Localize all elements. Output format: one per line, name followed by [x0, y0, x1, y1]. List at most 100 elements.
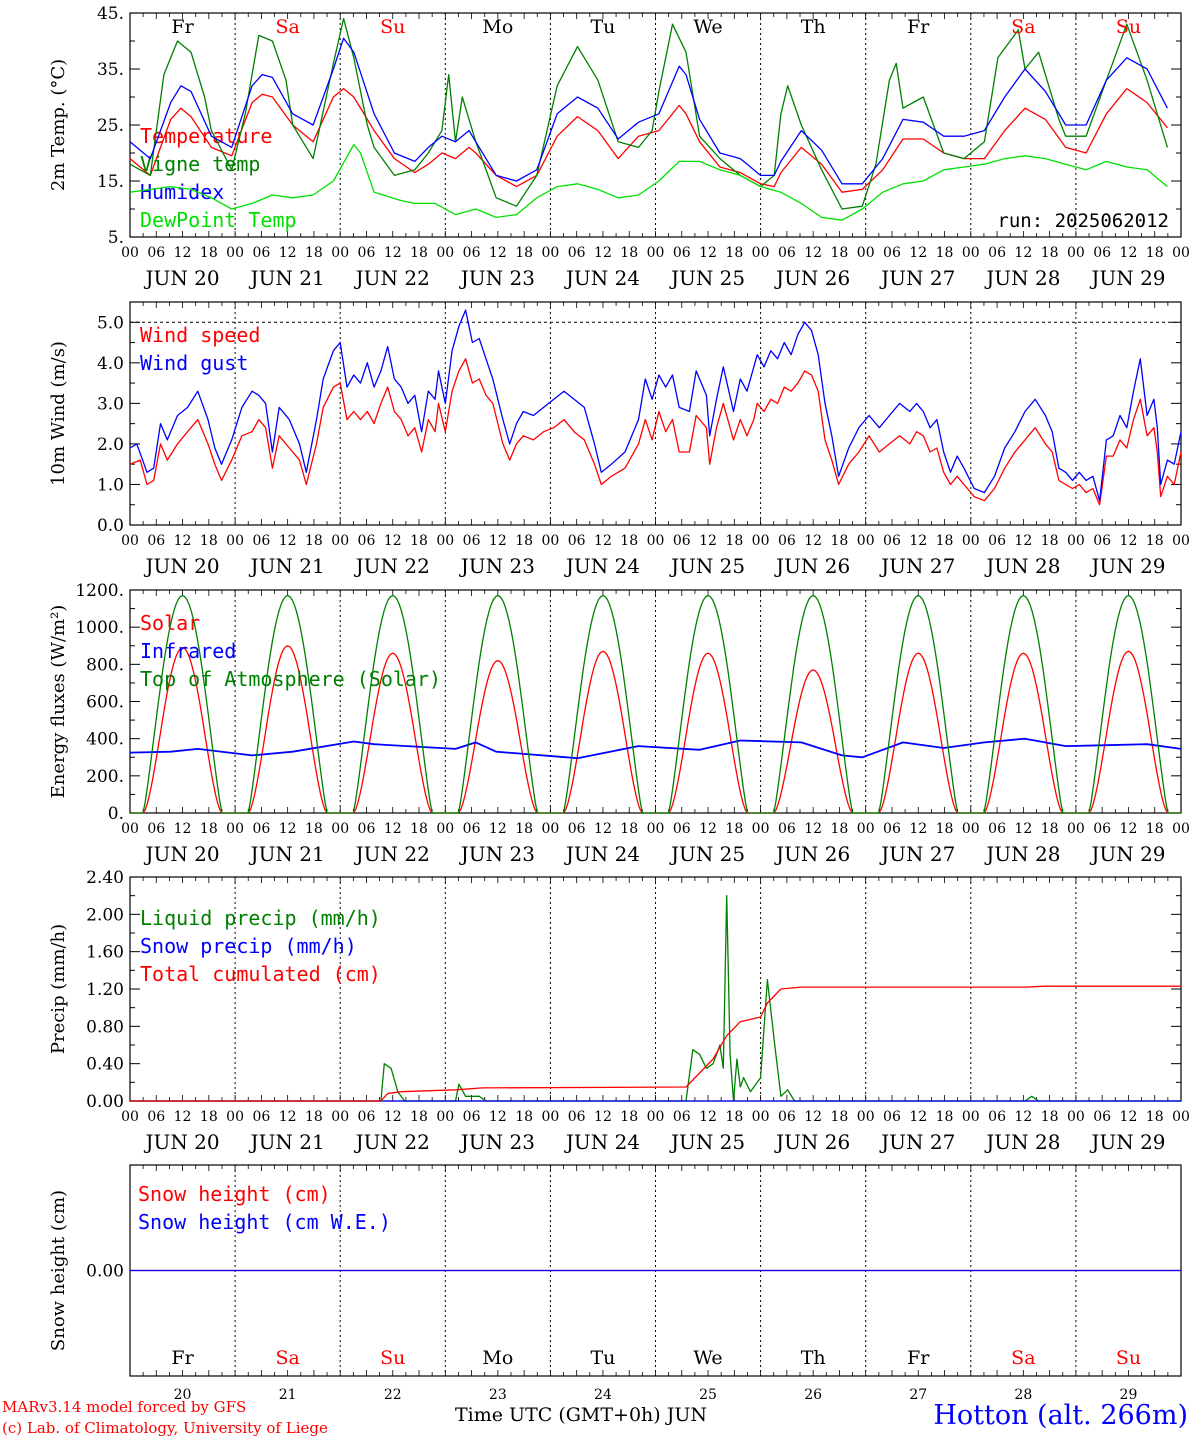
model-credit: MARv3.14 model forced by GFS [2, 1398, 247, 1416]
hour-tick-label: 18 [620, 245, 638, 261]
hour-tick-label: 12 [174, 821, 192, 837]
hour-tick-label: 06 [568, 1109, 586, 1125]
date-label: JUN 22 [354, 554, 430, 578]
hour-tick-label: 18 [831, 533, 849, 549]
hour-tick-label: 06 [778, 245, 796, 261]
hour-tick-label: 00 [1067, 245, 1085, 261]
hour-tick-label: 06 [778, 1109, 796, 1125]
hour-tick-label: 12 [909, 533, 927, 549]
hour-tick-label: 12 [1120, 1109, 1138, 1125]
hour-tick-label: 18 [725, 245, 743, 261]
date-label: JUN 23 [459, 554, 535, 578]
y-tick-label: 3.0 [97, 394, 124, 414]
hour-tick-label: 18 [725, 821, 743, 837]
hour-tick-label: 12 [1120, 821, 1138, 837]
hour-tick-label: 06 [673, 1109, 691, 1125]
date-label: JUN 23 [459, 1130, 535, 1154]
hour-tick-label: 00 [857, 1109, 875, 1125]
hour-tick-label: 18 [200, 245, 218, 261]
hour-tick-label: 12 [699, 1109, 717, 1125]
hour-tick-label: 00 [962, 821, 980, 837]
hour-tick-label: 12 [1014, 821, 1032, 837]
hour-tick-label: 12 [804, 1109, 822, 1125]
day-name: Sa [275, 16, 299, 38]
hour-tick-label: 12 [804, 821, 822, 837]
hour-tick-label: 00 [962, 1109, 980, 1125]
hour-tick-label: 00 [436, 1109, 454, 1125]
day-name: Sa [1011, 16, 1035, 38]
series-line [129, 358, 1182, 506]
hour-tick-label: 00 [436, 821, 454, 837]
hour-tick-label: 18 [1146, 821, 1164, 837]
y-axis-label: Precip (mm/h) [48, 924, 69, 1054]
y-tick-label: 25. [97, 116, 124, 136]
series-line [130, 594, 1181, 814]
hour-tick-label: 00 [121, 821, 139, 837]
hour-tick-label: 06 [673, 245, 691, 261]
hour-tick-label: 06 [673, 821, 691, 837]
hour-tick-label: 00 [226, 821, 244, 837]
date-label: JUN 27 [879, 842, 955, 866]
series-line [129, 737, 1182, 760]
hour-tick-label: 06 [883, 533, 901, 549]
y-tick-label: 1.60 [86, 943, 124, 963]
hour-tick-label: 18 [305, 245, 323, 261]
day-name: Fr [907, 16, 930, 38]
day-name: Tu [590, 16, 615, 38]
hour-tick-label: 00 [226, 533, 244, 549]
legend-entry: Top of Atmosphere (Solar) [140, 667, 441, 691]
series-line [129, 17, 1169, 210]
date-label: JUN 29 [1089, 1130, 1165, 1154]
hour-tick-label: 18 [936, 245, 954, 261]
series-line [129, 143, 1168, 221]
legend-entry: DewPoint Temp [140, 208, 297, 232]
hour-tick-label: 00 [647, 821, 665, 837]
y-tick-label: 2.40 [86, 868, 124, 888]
hour-tick-label: 12 [489, 1109, 507, 1125]
hour-tick-label: 12 [279, 533, 297, 549]
hour-tick-label: 06 [358, 821, 376, 837]
day-date: 25 [699, 1387, 717, 1403]
hour-tick-label: 18 [200, 821, 218, 837]
hour-tick-label: 00 [1067, 821, 1085, 837]
date-label: JUN 21 [249, 554, 325, 578]
hour-tick-label: 12 [279, 821, 297, 837]
hour-tick-label: 12 [1120, 533, 1138, 549]
date-label: JUN 24 [564, 842, 640, 866]
hour-tick-label: 18 [620, 1109, 638, 1125]
hour-tick-label: 12 [804, 245, 822, 261]
hour-tick-label: 00 [436, 533, 454, 549]
hour-tick-label: 06 [147, 1109, 165, 1125]
x-axis-title: Time UTC (GMT+0h) JUN [455, 1404, 707, 1426]
hour-tick-label: 06 [883, 245, 901, 261]
hour-tick-label: 12 [1120, 245, 1138, 261]
y-tick-label: 35. [97, 60, 124, 80]
date-label: JUN 24 [564, 1130, 640, 1154]
hour-tick-label: 06 [252, 245, 270, 261]
day-name: Su [1116, 1347, 1141, 1369]
date-label: JUN 24 [564, 554, 640, 578]
date-label: JUN 25 [669, 842, 745, 866]
hour-tick-label: 12 [489, 821, 507, 837]
hour-tick-label: 18 [1041, 1109, 1059, 1125]
hour-tick-label: 12 [909, 821, 927, 837]
date-label: JUN 22 [354, 842, 430, 866]
hour-tick-label: 12 [594, 1109, 612, 1125]
legend-entry: Total cumulated (cm) [140, 962, 381, 986]
hour-tick-label: 12 [279, 245, 297, 261]
hour-tick-label: 06 [988, 245, 1006, 261]
day-name: Fr [171, 16, 194, 38]
hour-tick-label: 18 [725, 1109, 743, 1125]
date-label: JUN 28 [984, 266, 1060, 290]
hour-tick-label: 12 [1014, 245, 1032, 261]
hour-tick-label: 18 [515, 821, 533, 837]
hour-tick-label: 00 [121, 533, 139, 549]
day-name: Fr [171, 1347, 194, 1369]
hour-tick-label: 00 [1172, 245, 1190, 261]
hour-tick-label: 18 [200, 1109, 218, 1125]
hour-tick-label: 06 [358, 1109, 376, 1125]
hour-tick-label: 12 [174, 245, 192, 261]
day-name: Su [380, 16, 405, 38]
y-tick-label: 0.0 [97, 516, 124, 536]
